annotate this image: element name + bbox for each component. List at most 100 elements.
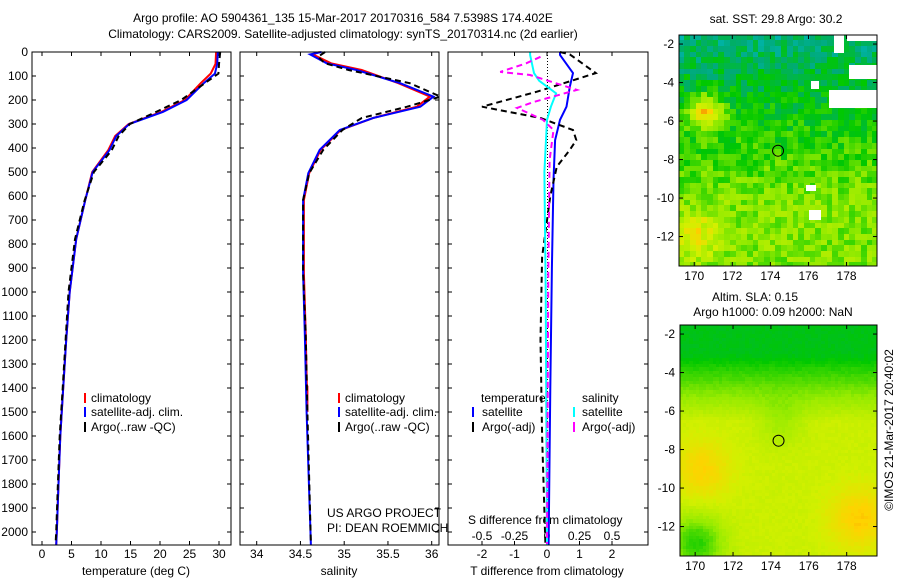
series-climatology [302,51,432,413]
map-y-tick-label: -2 [663,37,674,51]
profile-location-marker [772,434,785,447]
map-x-tick-label: 170 [685,559,705,573]
sla-map-title1: Altim. SLA: 0.15 [712,290,798,304]
map-y-tick-label: -6 [664,404,675,418]
y-tick-label: 200 [8,93,28,107]
series-satellite-adj-clim- [55,51,219,546]
map-y-tick-label: -10 [658,481,676,495]
y-tick-label: 400 [8,141,28,155]
s-tick-label: -0.5 [472,529,493,543]
y-tick-label: 1400 [1,381,28,395]
x-tick-label: 35 [338,547,352,561]
x-tick-label: 2 [609,547,616,561]
y-tick-label: 800 [8,237,28,251]
s-tick-label: -0.25 [501,529,529,543]
series-salinity-satellite [529,52,558,546]
x-tick-label: 36 [425,547,439,561]
legend-header-temperature: temperature [481,391,546,405]
plot-frame [447,51,649,546]
map-x-tick-label: 176 [798,269,818,283]
x-tick-label: 1 [576,547,583,561]
y-tick-label: 1200 [1,333,28,347]
s-tick-label: 0.25 [568,529,592,543]
map-y-tick-label: -8 [663,153,674,167]
x-tick-label: 0 [544,547,551,561]
map-frame [679,324,878,557]
map-frame [678,34,878,267]
legend-label: Argo(-adj) [482,420,535,434]
series-satellite-adj-clim- [302,51,436,546]
legend-header-salinity: salinity [582,391,619,405]
sla-map-image [680,325,877,556]
difference-legend: temperature salinity satellite Argo(-adj… [468,391,635,527]
y-tick-label: 1000 [1,285,28,299]
y-tick-label: 700 [8,213,28,227]
x-axis-label-salinity: salinity [321,564,358,578]
header-line1: Argo profile: AO 5904361_135 15-Mar-2017… [133,11,553,25]
series-salinity-argo-adj- [499,55,581,545]
map-x-tick-label: 172 [722,269,742,283]
temperature-legend: climatology satellite-adj. clim. Argo(..… [84,391,183,434]
x-tick-label: 5 [68,547,75,561]
y-tick-label: 1900 [1,501,28,515]
map-y-tick-label: -6 [663,114,674,128]
x-tick-label: 0 [39,547,46,561]
series-temperature-satellite [547,52,575,546]
y-tick-label: 600 [8,189,28,203]
sst-map-title: sat. SST: 29.8 Argo: 30.2 [710,12,843,26]
x-tick-label: -2 [477,547,488,561]
x-tick-label: -1 [509,547,520,561]
y-tick-label: 1600 [1,429,28,443]
legend-label: satellite-adj. clim. [345,405,437,419]
x-tick-label: 34.5 [289,547,313,561]
x-axis-label-t-difference: T difference from climatology [470,564,624,578]
y-tick-label: 2000 [1,525,28,539]
legend-label: Argo(..raw -QC) [91,420,176,434]
y-tick-label: 100 [8,69,28,83]
header-line2: Climatology: CARS2009. Satellite-adjuste… [108,27,578,41]
series-argo-raw-qc- [302,51,444,545]
y-tick-label: 1300 [1,357,28,371]
y-tick-label: 0 [21,45,28,59]
map-x-tick-label: 170 [684,269,704,283]
map-x-tick-label: 174 [760,269,780,283]
map-y-tick-label: -8 [664,443,675,457]
sla-map-title2: Argo h1000: 0.09 h2000: NaN [693,305,852,319]
x-tick-label: 34 [250,547,264,561]
y-tick-label: 300 [8,117,28,131]
x-tick-label: 30 [212,547,226,561]
y-tick-label: 1500 [1,405,28,419]
profile-location-marker [772,144,785,157]
map-y-tick-label: -12 [657,230,675,244]
plot-frame [31,51,232,546]
legend-label: satellite [582,405,623,419]
pi-annotation: PI: DEAN ROEMMICH [327,521,448,535]
x-axis-label-temperature: temperature (deg C) [82,564,190,578]
sst-map-image [679,35,877,266]
series-temperature-argo-adj- [481,51,599,545]
salinity-legend: climatology satellite-adj. clim. Argo(..… [327,391,448,535]
project-annotation: US ARGO PROJECT [327,506,442,520]
legend-label: climatology [345,391,405,405]
y-tick-label: 1800 [1,477,28,491]
map-x-tick-label: 178 [837,269,857,283]
plot-frame [239,51,440,546]
series-climatology [55,51,218,546]
map-x-tick-label: 176 [799,559,819,573]
x-tick-label: 15 [124,547,138,561]
series-argo-raw-qc- [54,51,222,545]
legend-label: satellite [482,405,523,419]
map-x-tick-label: 178 [837,559,857,573]
y-tick-label: 500 [8,165,28,179]
map-x-tick-label: 172 [723,559,743,573]
map-y-tick-label: -10 [657,191,675,205]
legend-label: climatology [91,391,151,405]
x-tick-label: 10 [94,547,108,561]
map-y-tick-label: -12 [658,520,676,534]
x-tick-label: 20 [153,547,167,561]
x-tick-label: 25 [183,547,197,561]
map-y-tick-label: -4 [663,76,674,90]
map-y-tick-label: -4 [664,366,675,380]
map-y-tick-label: -2 [664,327,675,341]
